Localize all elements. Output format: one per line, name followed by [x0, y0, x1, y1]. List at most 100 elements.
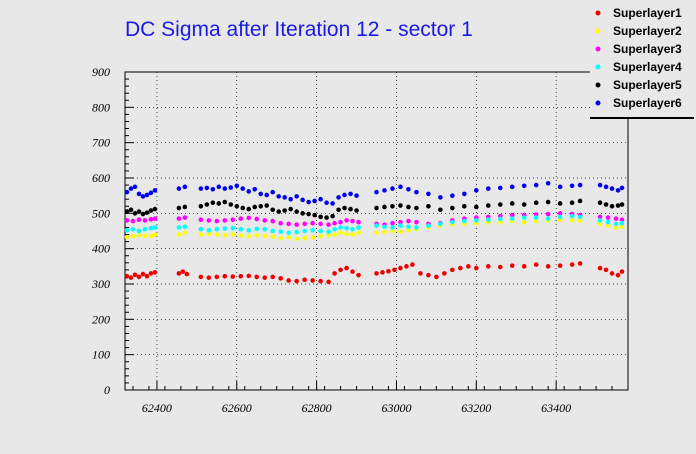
data-point [246, 206, 252, 212]
legend-box [590, 4, 694, 118]
data-point [434, 274, 439, 280]
data-point [210, 200, 216, 206]
legend-marker [595, 64, 601, 70]
data-point [398, 219, 403, 225]
data-point [326, 232, 331, 238]
data-point [597, 218, 603, 223]
data-point [497, 216, 503, 222]
data-point [132, 272, 138, 278]
data-point [306, 199, 311, 205]
data-point [406, 227, 411, 233]
data-point [144, 210, 150, 215]
data-point [577, 198, 583, 204]
data-point [609, 271, 615, 276]
data-point [124, 227, 130, 233]
data-point [254, 274, 260, 280]
data-point [450, 193, 455, 198]
data-point [198, 217, 204, 222]
data-point [406, 187, 411, 192]
data-point [350, 232, 355, 237]
data-point [330, 201, 335, 206]
data-point [240, 186, 246, 191]
data-point [398, 223, 403, 228]
data-point [182, 184, 188, 190]
data-point [302, 221, 307, 227]
data-point [485, 186, 491, 191]
data-point [270, 207, 276, 213]
data-point [474, 188, 479, 193]
chart-title: DC Sigma after Iteration 12 - sector 1 [125, 18, 473, 41]
data-point [356, 225, 361, 230]
y-tick-label: 300 [91, 277, 110, 291]
data-point [497, 202, 503, 207]
data-point [300, 211, 305, 216]
data-point [288, 196, 293, 202]
data-point [136, 191, 142, 197]
data-point [222, 232, 228, 238]
data-point [414, 189, 419, 195]
data-point [176, 225, 182, 230]
data-point [246, 273, 252, 279]
y-tick-label: 500 [92, 206, 110, 220]
data-point [294, 209, 299, 214]
data-point [182, 230, 188, 236]
data-point [344, 225, 349, 231]
x-axis: 62400 62600 62800 63000 63200 63400 [132, 381, 613, 415]
data-point [278, 229, 283, 235]
data-point [450, 267, 455, 273]
data-point [222, 273, 228, 279]
data-point [318, 228, 323, 234]
data-point [254, 226, 260, 232]
data-point [356, 230, 361, 236]
data-point [597, 221, 603, 227]
data-point [521, 264, 527, 269]
data-point [619, 217, 625, 222]
data-point [348, 191, 353, 197]
data-point [326, 229, 331, 235]
legend-marker [595, 10, 601, 16]
data-point [342, 192, 347, 198]
data-point [354, 208, 359, 213]
data-point [214, 232, 220, 237]
data-point [136, 217, 142, 222]
data-point [278, 235, 283, 241]
legend-marker [595, 28, 601, 34]
data-point [176, 205, 182, 211]
data-point [238, 273, 244, 279]
data-point [228, 185, 234, 190]
data-point [569, 213, 575, 219]
data-point [615, 203, 621, 208]
data-point [390, 225, 395, 230]
data-point [382, 229, 387, 235]
legend-label: Superlayer1 [613, 6, 682, 20]
data-point [214, 226, 220, 232]
legend: Superlayer1 Superlayer2 Superlayer3 Superla… [590, 4, 694, 119]
data-point [278, 220, 283, 226]
data-point [577, 182, 583, 188]
data-point [497, 219, 503, 225]
data-point [569, 200, 575, 206]
data-point [312, 198, 317, 204]
data-point [619, 202, 625, 207]
data-point [198, 203, 204, 209]
data-point [206, 275, 212, 280]
data-point [426, 272, 431, 278]
data-point [354, 193, 359, 198]
data-point [222, 186, 228, 191]
data-point [270, 234, 276, 239]
data-point [148, 217, 154, 222]
data-point [288, 206, 293, 212]
data-point [204, 185, 210, 191]
data-point [390, 228, 395, 234]
data-point [136, 228, 142, 234]
data-point [198, 274, 204, 280]
data-point [318, 196, 323, 202]
data-point [356, 272, 361, 278]
y-tick-label: 0 [104, 383, 110, 397]
data-point [206, 227, 212, 233]
data-point [144, 273, 150, 279]
data-point [270, 189, 276, 195]
data-point [214, 274, 220, 280]
data-point [140, 211, 146, 217]
data-point [254, 232, 260, 238]
